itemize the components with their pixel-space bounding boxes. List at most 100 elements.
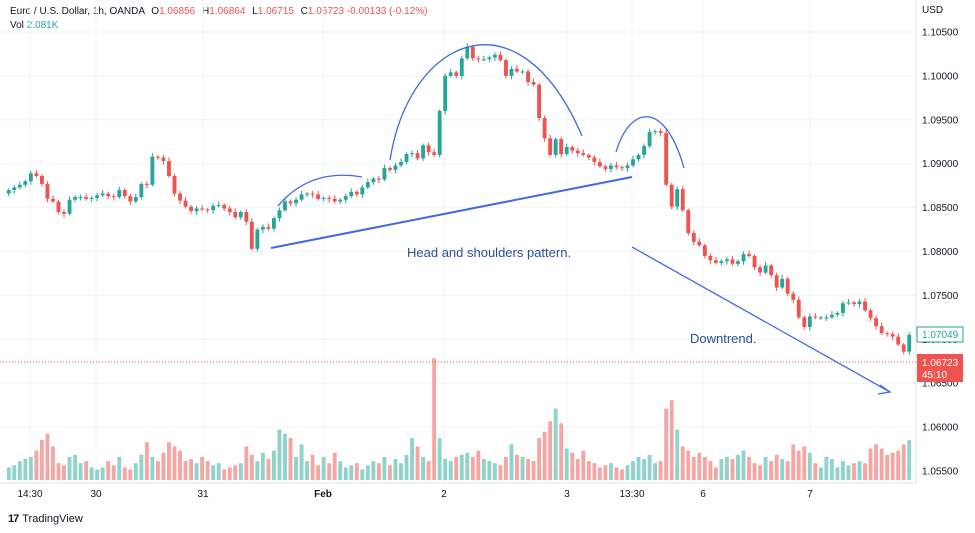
volume-bar	[852, 463, 856, 480]
volume-bar	[393, 459, 398, 480]
volume-bar	[432, 358, 437, 480]
candle-body	[896, 336, 901, 345]
volume-bar	[100, 467, 105, 480]
volume-bar	[564, 448, 569, 480]
volume-bar	[813, 463, 818, 480]
volume-bar	[586, 461, 591, 480]
candle-body	[492, 54, 497, 58]
candle-body	[233, 211, 238, 218]
volume-bar	[415, 446, 420, 480]
candle-body	[78, 197, 83, 199]
candle-body	[51, 198, 55, 202]
candle-body	[404, 154, 409, 162]
vol-value: 2.081K	[26, 20, 59, 31]
volume-bar	[271, 450, 276, 480]
candle-body	[117, 190, 122, 198]
candle-body	[653, 131, 658, 133]
volume-bar	[150, 456, 155, 480]
low-label: L	[252, 6, 258, 17]
candle-body	[288, 201, 293, 204]
candle-body	[349, 191, 354, 197]
volume-bar	[515, 454, 519, 480]
volume-bar	[277, 429, 282, 480]
left-shoulder-arc	[277, 174, 363, 207]
candle-body	[575, 150, 580, 154]
price-tick-label: 1.05500	[922, 467, 959, 478]
candle-body	[719, 261, 724, 263]
candle-body	[813, 316, 818, 318]
volume-bar	[78, 463, 83, 480]
time-tick-label: 2	[441, 489, 447, 500]
candle-body	[23, 181, 28, 185]
candle-body	[625, 165, 630, 169]
candle-body	[498, 54, 503, 61]
candle-body	[266, 226, 271, 229]
price-tick-label: 1.09000	[922, 159, 959, 170]
candle-body	[227, 208, 232, 212]
candle-body	[122, 190, 127, 197]
time-tick-label: 3	[564, 489, 570, 500]
candle-body	[45, 183, 50, 199]
volume-bar	[448, 461, 453, 480]
candle-body	[111, 196, 116, 198]
volume-bar	[89, 467, 94, 480]
volume-bar	[255, 461, 260, 480]
candle-body	[128, 196, 133, 202]
candle-body	[603, 166, 608, 169]
volume-bars	[6, 358, 912, 480]
volume-bar	[874, 444, 879, 480]
volume-bar	[321, 456, 326, 480]
candle-body	[150, 156, 155, 185]
volume-bar	[310, 454, 315, 480]
price-axis[interactable]: 1.10500 1.10000 1.09500 1.09000 1.08500 1.080…	[922, 28, 959, 478]
candle-body	[100, 193, 105, 196]
volume-bar	[249, 454, 254, 480]
candle-body	[708, 255, 713, 261]
volume-bar	[686, 450, 691, 480]
candle-body	[835, 312, 840, 315]
volume-bar	[382, 456, 387, 480]
candle-body	[763, 265, 768, 273]
candle-body	[515, 68, 519, 72]
volume-bar	[34, 450, 39, 480]
volume-bar	[504, 456, 508, 480]
volume-bar	[868, 448, 873, 480]
volume-bar	[724, 456, 729, 480]
candle-body	[321, 197, 326, 199]
candle-body	[647, 132, 652, 147]
candle-body	[421, 145, 426, 159]
candle-body	[476, 58, 481, 60]
candle-body	[172, 175, 177, 194]
tradingview-logo[interactable]: 17 TradingView	[8, 513, 83, 525]
candle-body	[697, 241, 702, 246]
volume-bar	[537, 438, 542, 480]
volume-bar	[846, 465, 851, 480]
candle-body	[67, 199, 72, 214]
volume-bar	[327, 463, 332, 480]
volume-bar	[62, 465, 66, 480]
price-tick-label: 1.08500	[922, 203, 959, 214]
candle-body	[890, 334, 895, 337]
candle-body	[796, 299, 801, 318]
candle-body	[189, 206, 194, 212]
volume-bar	[117, 456, 122, 480]
volume-bar	[570, 452, 575, 480]
time-tick-label: 13:30	[619, 489, 644, 500]
close-value: 1.06723	[307, 6, 345, 17]
volume-bar	[155, 461, 160, 480]
high-value: 1.06864	[209, 6, 246, 17]
time-axis[interactable]: 14:30 30 31 Feb 2 3 13:30 6 7	[17, 489, 813, 500]
time-tick-label: 7	[807, 489, 813, 500]
symbol-title[interactable]: Euro / U.S. Dollar, 1h, OANDA	[10, 6, 145, 17]
volume-bar	[332, 452, 337, 480]
volume-bar	[620, 469, 624, 480]
time-tick-label: Feb	[314, 489, 332, 500]
volume-bar	[708, 461, 713, 480]
candle-body	[857, 301, 862, 305]
candle-body	[586, 154, 591, 158]
downtrend-arrow-line	[631, 246, 891, 393]
volume-bar	[222, 469, 227, 480]
candle-body	[39, 175, 44, 184]
candle-body	[205, 209, 210, 211]
